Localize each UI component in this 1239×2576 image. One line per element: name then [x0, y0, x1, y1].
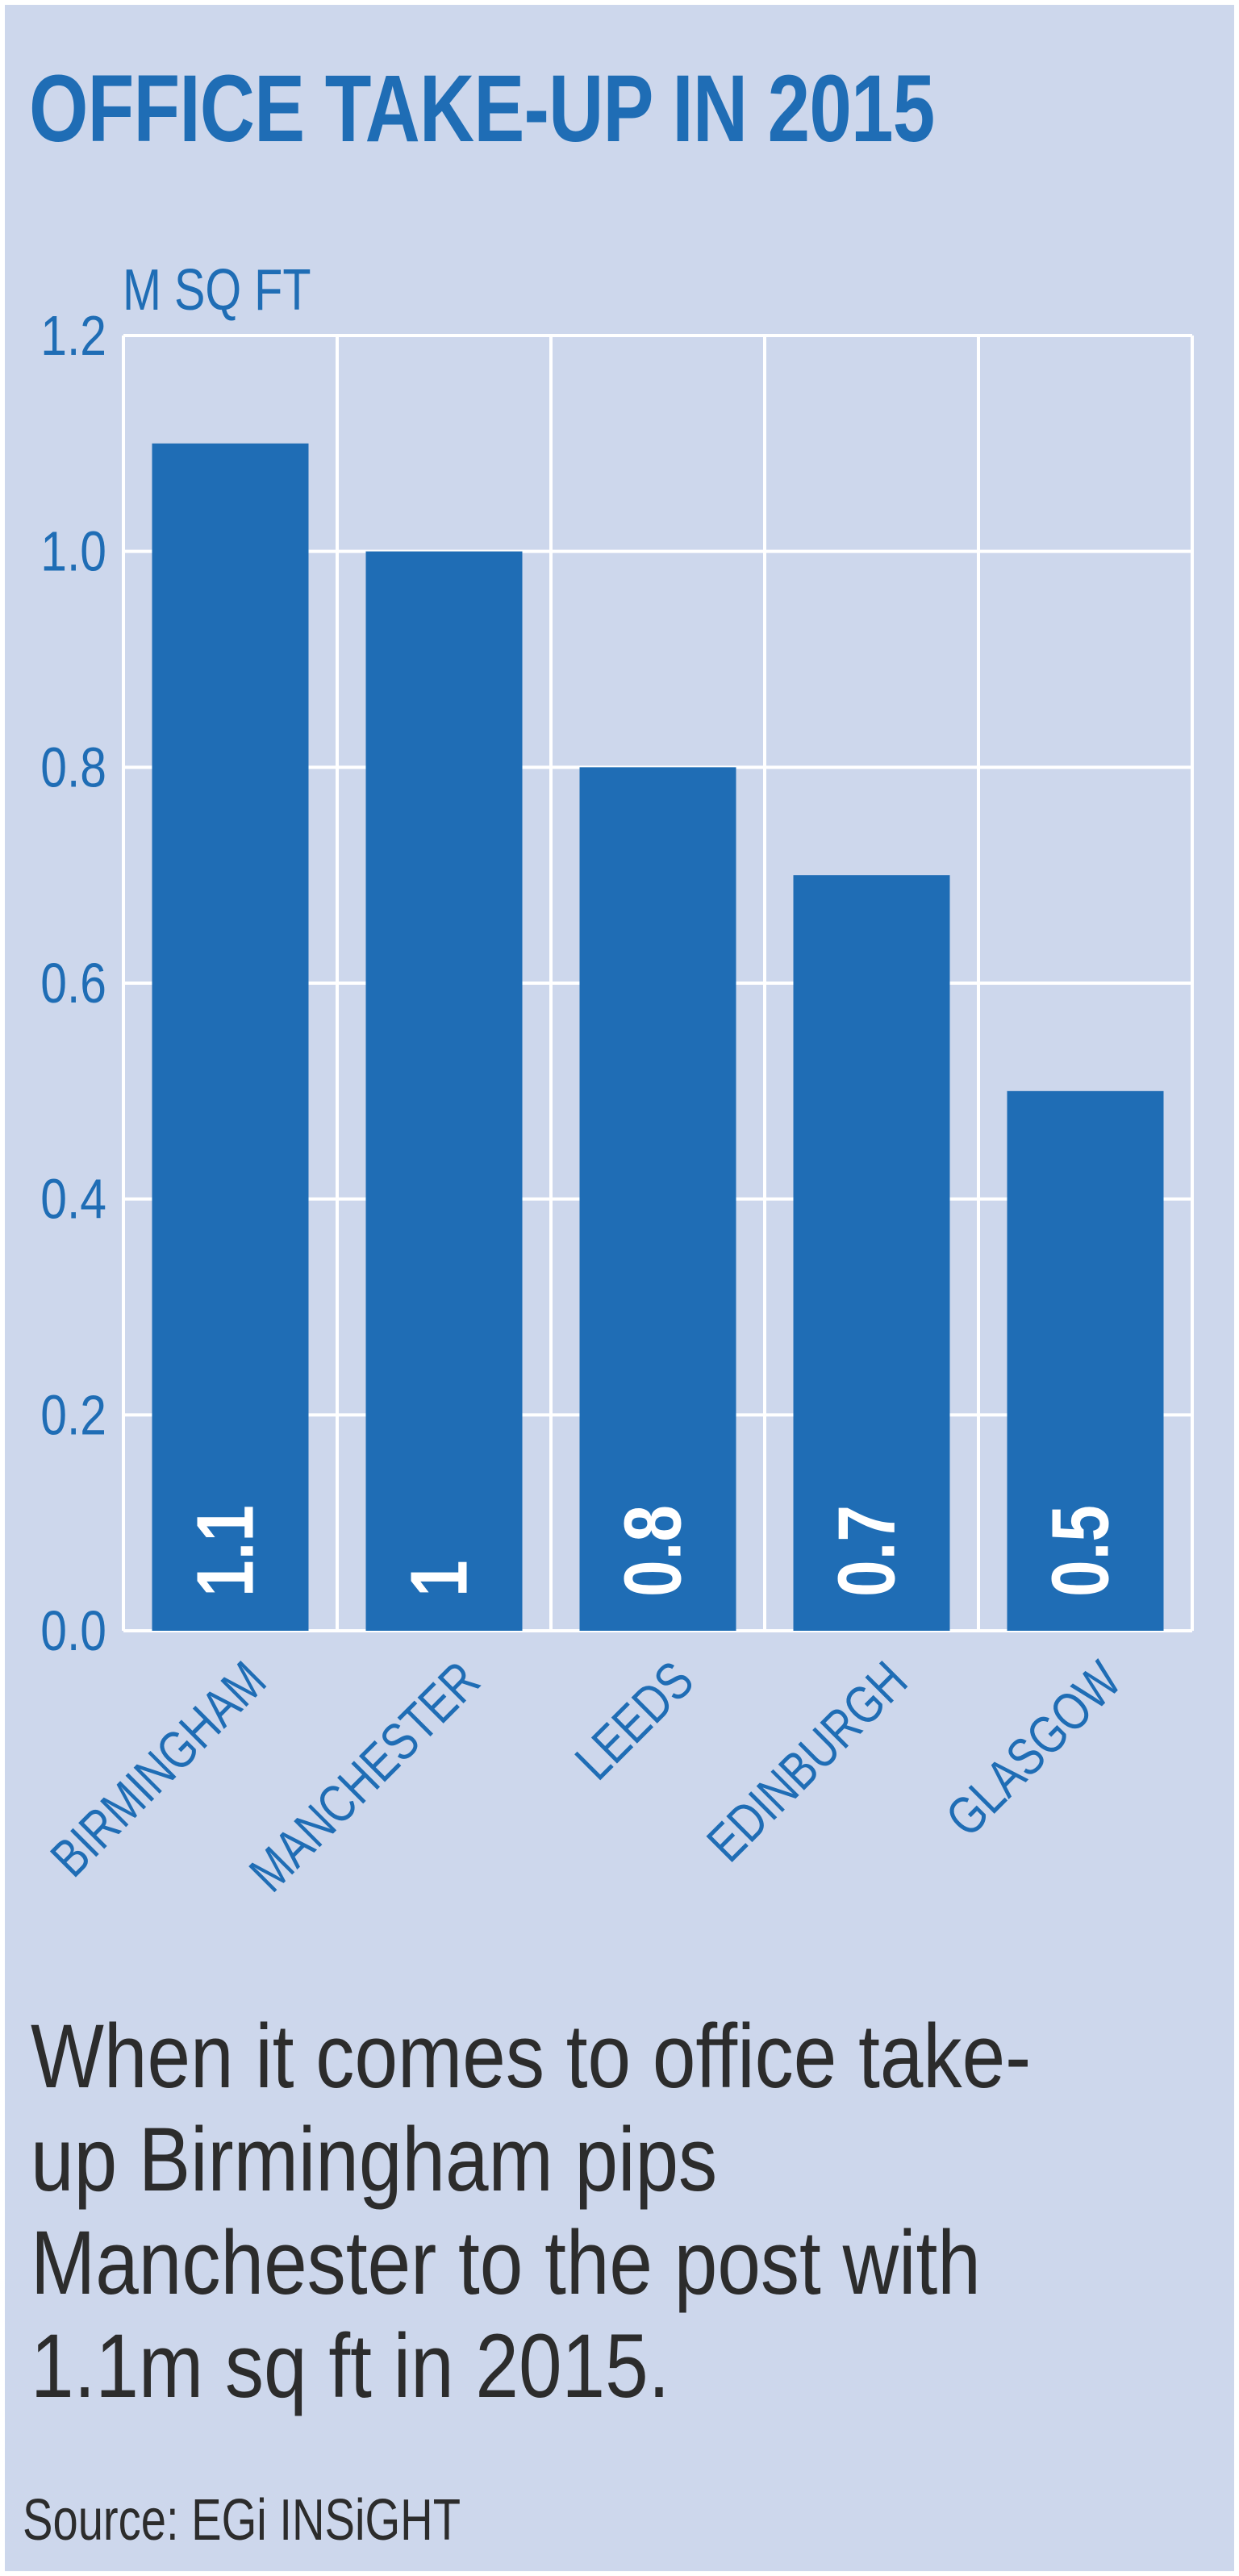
bar-value-label: 0.7	[822, 1505, 912, 1597]
y-tick-label: 0.2	[40, 1382, 106, 1446]
y-axis-label: M SQ FT	[123, 257, 311, 323]
bar-birmingham	[152, 443, 309, 1632]
x-tick-label-leeds: LEEDS	[564, 1650, 705, 1791]
y-axis-ticks: 0.0 0.2 0.4 0.6 0.8 1.0 1.2	[40, 303, 106, 1662]
bar-edinburgh	[793, 875, 950, 1631]
bar-value-label: 1.1	[181, 1505, 271, 1597]
x-tick-label-edinburgh: EDINBURGH	[695, 1650, 918, 1873]
chart-caption: When it comes to office take-up Birmingh…	[31, 2006, 1032, 2416]
bars-layer: 1.1 1 0.8 0.7 0.5	[152, 443, 1164, 1632]
y-tick-label: 0.4	[40, 1167, 106, 1231]
bar-chart: 1.1 1 0.8 0.7 0.5 0.0 0.2 0.4 0.6 0.8 1.0 1.2 BIRM…	[40, 257, 1194, 1903]
y-tick-label: 0.8	[40, 735, 106, 798]
bar-value-label: 0.5	[1036, 1505, 1126, 1597]
bar-manchester	[365, 551, 523, 1631]
x-tick-label-glasgow: GLASGOW	[934, 1649, 1133, 1848]
bar-value-label: 1	[394, 1560, 485, 1597]
source-credit: Source: EGi INSiGHT	[23, 2488, 461, 2553]
y-tick-label: 1.0	[40, 519, 106, 583]
x-tick-label-birmingham: BIRMINGHAM	[40, 1650, 277, 1888]
bar-glasgow	[1007, 1090, 1164, 1631]
bar-value-label: 0.8	[608, 1505, 699, 1597]
y-tick-label: 0.0	[40, 1599, 106, 1662]
bar-leeds	[579, 767, 736, 1632]
x-tick-label-manchester: MANCHESTER	[238, 1650, 491, 1903]
y-tick-label: 1.2	[40, 303, 106, 367]
y-tick-label: 0.6	[40, 951, 106, 1015]
chart-title: OFFICE TAKE-UP IN 2015	[29, 56, 935, 162]
